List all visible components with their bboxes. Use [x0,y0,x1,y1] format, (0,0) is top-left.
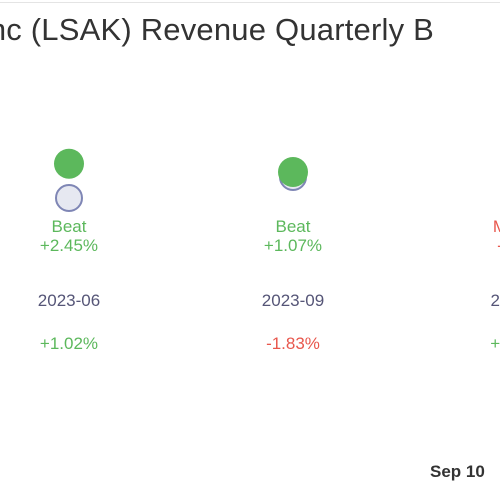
period-label: 2023-06 [38,291,100,310]
estimate-marker [55,184,83,212]
result-label: Beat [276,217,311,236]
chart-title: Inc (LSAK) Revenue Quarterly B [0,12,434,47]
actual-marker [54,148,84,179]
period-label: 2023-09 [262,291,324,310]
change-label: +1.02% [40,334,98,353]
footer-date: Sep 10 [430,462,485,481]
top-divider [0,2,500,3]
surprise-label: +1.07% [264,236,322,255]
change-label: -1.83% [266,334,320,353]
period-label: 20 [491,291,500,310]
surprise-label: +2.45% [40,236,98,255]
result-label: Beat [52,217,87,236]
actual-marker [278,157,308,187]
result-label: M [493,217,500,236]
change-label: +0 [490,334,500,353]
surprise-label: - [497,236,500,255]
